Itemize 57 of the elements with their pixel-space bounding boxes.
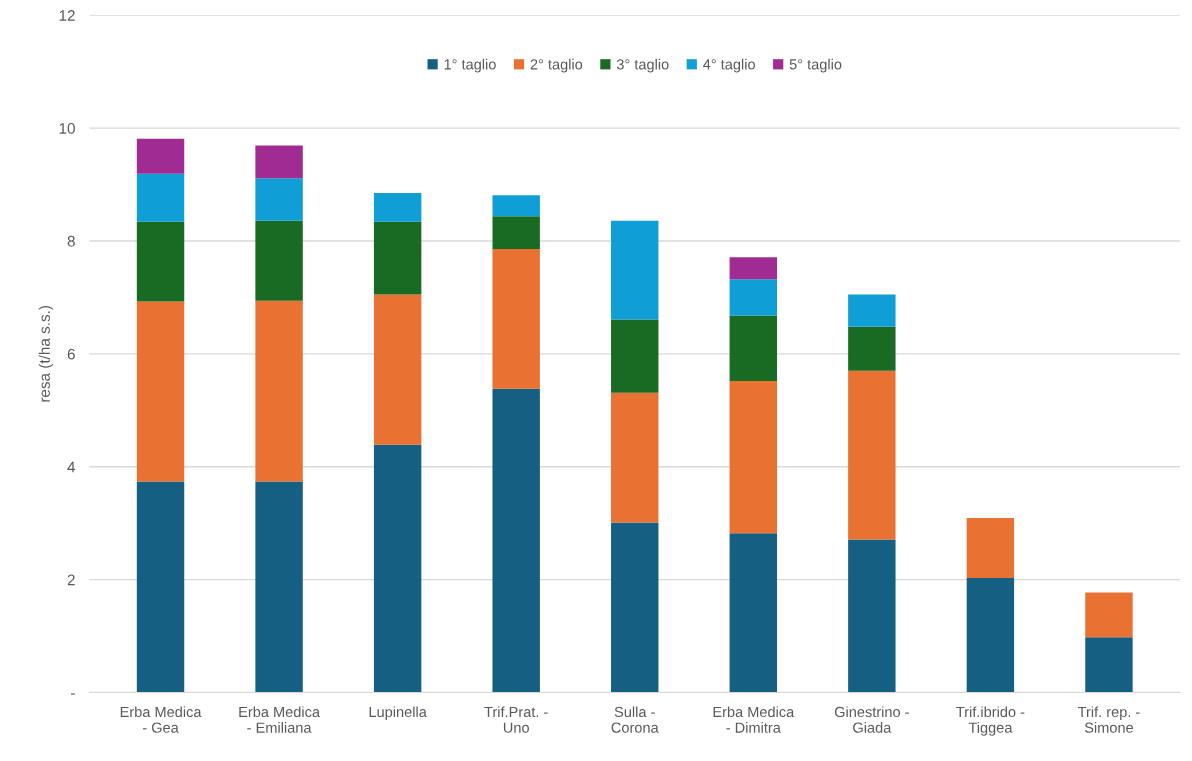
bar: [492, 195, 540, 217]
bar: [966, 577, 1015, 693]
bar: [136, 481, 185, 693]
bar: [611, 319, 659, 393]
bar: [373, 193, 422, 222]
x-tick-label: Trif.Prat. - Uno: [484, 706, 548, 733]
x-tick-label: Trif. rep. - Simone: [1077, 706, 1140, 733]
bar: [1085, 637, 1133, 693]
bar: [966, 518, 1015, 578]
bar: [611, 220, 659, 320]
bar: [492, 248, 540, 389]
bar: [729, 315, 777, 381]
bar: [848, 326, 896, 371]
x-tick-label: Lupinella: [369, 706, 427, 720]
y-axis-title: resa (t/ha s.s.): [38, 305, 53, 402]
legend-label: 3° taglio: [616, 58, 669, 73]
bar: [729, 533, 777, 693]
bar: [255, 300, 303, 482]
x-tick-label: Erba Medica - Emiliana: [239, 706, 321, 733]
x-tick-label: Trif.ibrido - Tiggea: [956, 706, 1025, 736]
y-tick-label: 2: [67, 574, 75, 586]
bar: [255, 178, 303, 221]
y-tick-label: 4: [67, 461, 76, 473]
y-tick-label: -: [71, 693, 75, 695]
bar: [848, 294, 896, 327]
bar: [1085, 592, 1133, 638]
x-tick-label: Erba Medica - Gea: [120, 706, 202, 733]
bar: [373, 221, 422, 295]
bar: [255, 481, 303, 693]
x-tick-label: Erba Medica - Dimitra: [713, 706, 795, 733]
bar: [136, 301, 185, 482]
x-tick-label: Sulla - Corona: [611, 706, 659, 733]
bar: [136, 221, 185, 302]
bar: [729, 279, 777, 316]
bar: [848, 539, 896, 693]
y-tick-label: 10: [59, 122, 75, 134]
bar: [373, 294, 422, 445]
bar: [373, 444, 422, 693]
y-tick-label: 12: [59, 10, 75, 21]
bar: [848, 370, 896, 540]
bar: [611, 522, 659, 693]
legend-label: 4° taglio: [703, 58, 755, 73]
legend-label: 5° taglio: [789, 58, 842, 73]
bar: [492, 388, 540, 693]
bar: [136, 138, 185, 174]
y-tick-label: 8: [67, 235, 75, 247]
bar: [729, 257, 777, 280]
legend-label: 1° taglio: [444, 58, 496, 73]
legend-label: 2° taglio: [530, 58, 583, 73]
bar: [255, 220, 303, 301]
x-tick-label: Ginestrino - Giada: [834, 706, 909, 733]
bar: [492, 216, 540, 249]
bar: [611, 392, 659, 523]
bar: [255, 145, 303, 179]
bar: [136, 173, 185, 222]
y-tick-label: 6: [67, 348, 75, 360]
bar: [729, 380, 777, 534]
